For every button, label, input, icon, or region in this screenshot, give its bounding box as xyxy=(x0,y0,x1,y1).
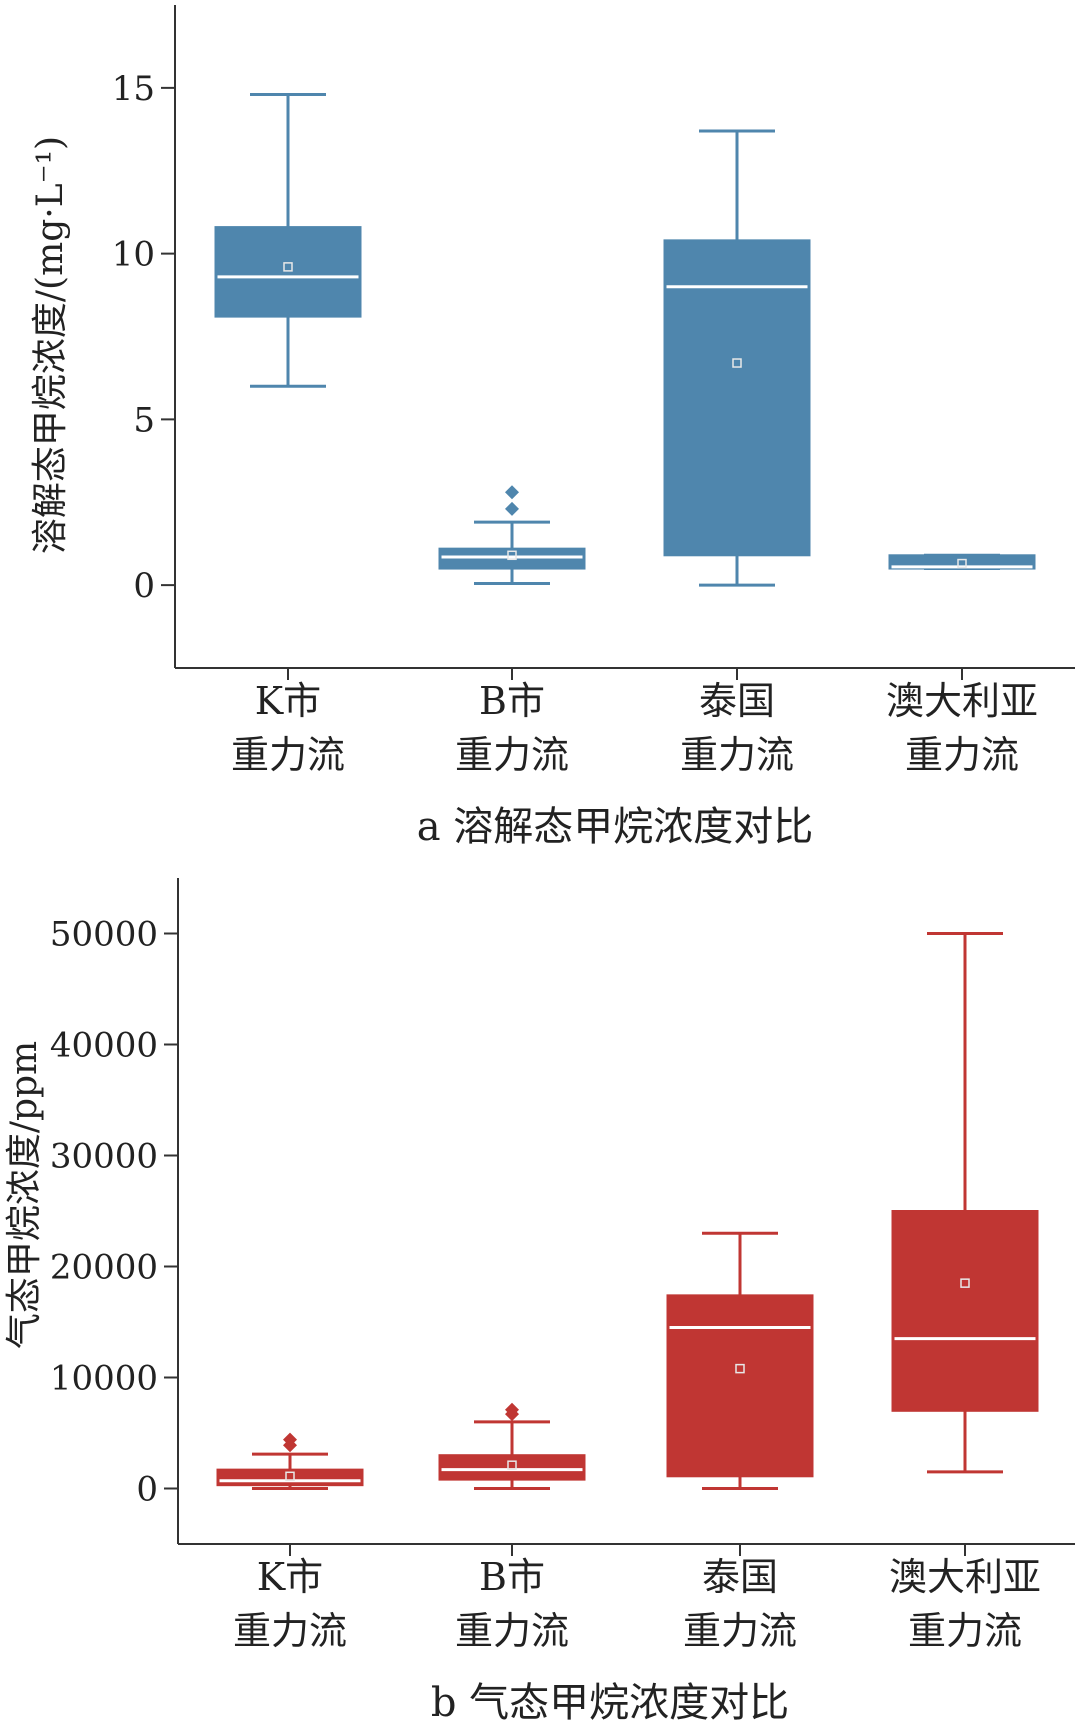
panel-caption: b 气态甲烷浓度对比 xyxy=(431,1680,789,1726)
category-label-line2: 重力流 xyxy=(683,1609,797,1653)
box-body xyxy=(214,226,362,318)
mean-marker xyxy=(283,262,293,272)
y-tick-label: 50000 xyxy=(50,915,158,955)
category-label-line1: 泰国 xyxy=(702,1555,778,1599)
category-label-line1: B市 xyxy=(479,1555,545,1599)
box-body xyxy=(663,239,811,557)
outlier-point xyxy=(505,501,519,516)
category-label-line1: 泰国 xyxy=(699,679,775,723)
y-tick-label: 5 xyxy=(133,400,155,440)
category-label-line1: K市 xyxy=(255,679,321,723)
category-label-line2: 重力流 xyxy=(905,733,1019,777)
panel-a: 051015溶解态甲烷浓度/(mg·L⁻¹)K市重力流B市重力流泰国重力流澳大利… xyxy=(30,5,1075,850)
y-tick-label: 40000 xyxy=(50,1026,158,1066)
y-axis-label: 溶解态甲烷浓度/(mg·L⁻¹) xyxy=(30,136,71,554)
y-tick-label: 10000 xyxy=(50,1359,158,1399)
mean-marker xyxy=(507,1460,517,1470)
y-tick-label: 30000 xyxy=(50,1137,158,1177)
panel-caption: a 溶解态甲烷浓度对比 xyxy=(417,804,814,850)
category-label-line1: 澳大利亚 xyxy=(889,1555,1041,1599)
mean-marker xyxy=(735,1363,745,1374)
y-axis-label: 气态甲烷浓度/ppm xyxy=(4,1041,45,1349)
category-label-line2: 重力流 xyxy=(231,733,345,777)
category-label-line2: 重力流 xyxy=(455,733,569,777)
y-tick-label: 10 xyxy=(112,235,155,275)
box-body xyxy=(666,1294,814,1478)
outlier-point xyxy=(505,1402,519,1417)
mean-marker xyxy=(732,358,742,368)
category-label-line2: 重力流 xyxy=(908,1609,1022,1653)
category-label-line1: 澳大利亚 xyxy=(886,679,1038,723)
mean-marker xyxy=(285,1471,295,1482)
box-body xyxy=(891,1210,1039,1412)
category-label-line2: 重力流 xyxy=(680,733,794,777)
category-label-line2: 重力流 xyxy=(455,1609,569,1653)
mean-marker xyxy=(507,550,517,561)
mean-marker xyxy=(960,1278,970,1288)
category-label-line1: K市 xyxy=(257,1555,323,1599)
category-label-line1: B市 xyxy=(479,679,545,723)
panel-b: 0 10000 20000 30000 40000 50000 气态甲烷浓度/ppm K市重力… xyxy=(4,878,1075,1726)
box-body xyxy=(888,554,1036,570)
outlier-point xyxy=(283,1432,297,1447)
mean-marker xyxy=(957,558,967,569)
y-tick-label: 0 xyxy=(136,1470,158,1510)
y-tick-label: 0 xyxy=(133,566,155,606)
outlier-point xyxy=(505,485,519,500)
y-tick-label: 15 xyxy=(112,69,155,109)
y-tick-label: 20000 xyxy=(50,1248,158,1288)
box-body xyxy=(438,1454,586,1481)
category-label-line2: 重力流 xyxy=(233,1609,347,1653)
